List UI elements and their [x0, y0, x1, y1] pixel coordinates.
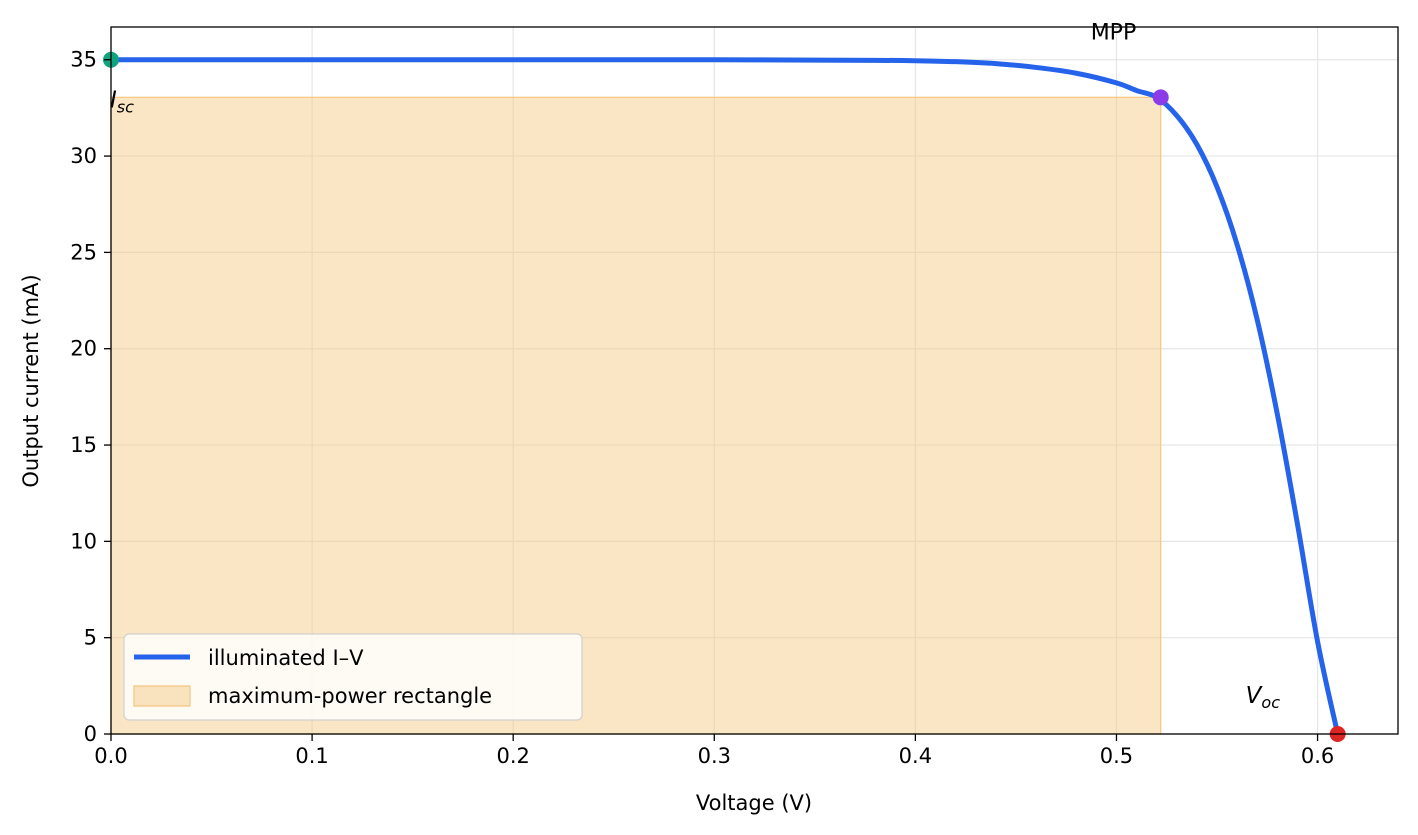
y-tick-label: 30 — [70, 144, 97, 168]
y-tick-label: 20 — [70, 337, 97, 361]
y-tick-label: 0 — [84, 722, 97, 746]
annotation-voc: Voc — [1246, 683, 1281, 712]
x-tick-label: 0.1 — [295, 744, 328, 768]
max-power-rectangle-layer — [110, 96, 1162, 735]
legend: illuminated I–V maximum-power rectangle — [123, 633, 583, 721]
y-axis-ticks: 0 5 10 15 20 25 30 35 — [70, 48, 111, 746]
x-tick-label: 0.6 — [1301, 744, 1334, 768]
y-tick-label: 25 — [70, 240, 97, 264]
x-axis-label: Voltage (V) — [696, 791, 812, 815]
y-tick-label: 35 — [70, 48, 97, 72]
series-line-0 — [111, 57, 1341, 735]
x-tick-label: 0.5 — [1100, 744, 1133, 768]
plot-frame — [110, 26, 1399, 735]
x-tick-label: 0.3 — [698, 744, 731, 768]
point-mpp — [1152, 89, 1169, 106]
point-annotations: Isc MPP Voc — [110, 20, 1280, 712]
x-tick-label: 0.4 — [899, 744, 932, 768]
y-tick-label: 15 — [70, 433, 97, 457]
annotation-isc: Isc — [110, 88, 134, 117]
series-layer — [111, 57, 1341, 735]
legend-label-iv: illuminated I–V — [208, 646, 364, 670]
x-tick-label: 0.0 — [94, 744, 127, 768]
y-tick-label: 10 — [70, 529, 97, 553]
legend-rect-swatch — [133, 685, 191, 707]
x-axis-ticks: 0.0 0.1 0.2 0.3 0.4 0.5 0.6 — [94, 734, 1334, 768]
annotation-mpp: MPP — [1091, 20, 1137, 45]
y-axis-label: Output current (mA) — [19, 274, 43, 487]
max-power-rectangle — [110, 96, 1162, 735]
x-tick-label: 0.2 — [496, 744, 529, 768]
legend-label-rectangle: maximum-power rectangle — [208, 684, 492, 708]
legend-box — [123, 633, 583, 721]
y-tick-label: 5 — [84, 626, 97, 650]
